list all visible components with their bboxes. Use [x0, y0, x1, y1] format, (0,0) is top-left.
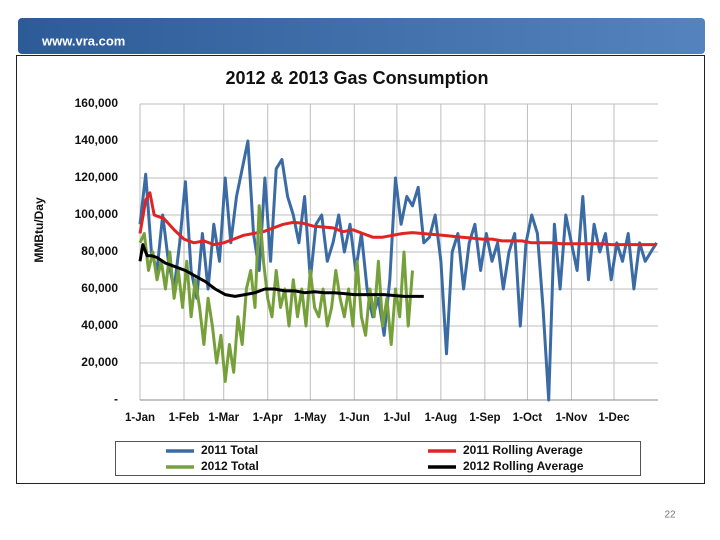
y-tick-label: 80,000 [81, 244, 118, 258]
x-tick-label: 1-Jul [383, 412, 410, 424]
x-tick-label: 1-Mar [208, 412, 239, 424]
y-tick-label: 100,000 [75, 207, 119, 221]
legend-label: 2012 Rolling Average [463, 459, 584, 473]
y-tick-label: 60,000 [81, 281, 118, 295]
y-tick-label: 40,000 [81, 318, 118, 332]
series-line [138, 204, 414, 383]
header-url: www.vra.com [41, 33, 125, 48]
chart-title: 2012 & 2013 Gas Consumption [225, 68, 488, 88]
legend-label: 2012 Total [201, 459, 259, 473]
x-tick-label: 1-Dec [598, 412, 630, 424]
series-line [138, 243, 424, 298]
y-axis-label: MMBtu/Day [32, 197, 46, 263]
chart: 2012 & 2013 Gas Consumption MMBtu/Day - 2… [32, 68, 658, 476]
y-tick-label: 20,000 [81, 355, 118, 369]
x-tick-label: 1-Jan [125, 412, 155, 424]
y-tick-label: 160,000 [75, 96, 119, 110]
x-tick-label: 1-Apr [253, 412, 284, 424]
y-tick-label: - [114, 392, 118, 406]
legend-label: 2011 Total [201, 443, 258, 457]
y-tick-label: 120,000 [75, 170, 119, 184]
page-number: 22 [664, 510, 676, 521]
y-tick-label: 140,000 [75, 133, 119, 147]
legend-box [115, 441, 641, 476]
legend-label: 2011 Rolling Average [463, 443, 583, 457]
x-tick-label: 1-Jun [339, 412, 370, 424]
x-tick-label: 1-May [294, 412, 327, 424]
x-tick-label: 1-Aug [425, 412, 458, 424]
x-tick-label: 1-Nov [555, 412, 588, 424]
x-tick-label: 1-Oct [513, 412, 543, 424]
series-line [138, 191, 657, 247]
header-banner [18, 18, 705, 54]
series-line [138, 139, 658, 402]
x-tick-label: 1-Sep [469, 412, 500, 424]
x-tick-label: 1-Feb [169, 412, 200, 424]
